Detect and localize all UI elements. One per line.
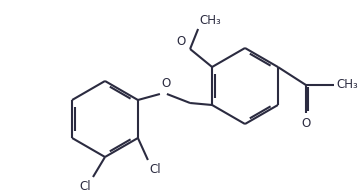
Text: CH₃: CH₃ (199, 14, 221, 27)
Text: O: O (177, 35, 186, 48)
Text: Cl: Cl (149, 163, 160, 176)
Text: CH₃: CH₃ (336, 79, 358, 91)
Text: Cl: Cl (79, 180, 91, 191)
Text: O: O (161, 77, 170, 90)
Text: O: O (301, 117, 310, 130)
